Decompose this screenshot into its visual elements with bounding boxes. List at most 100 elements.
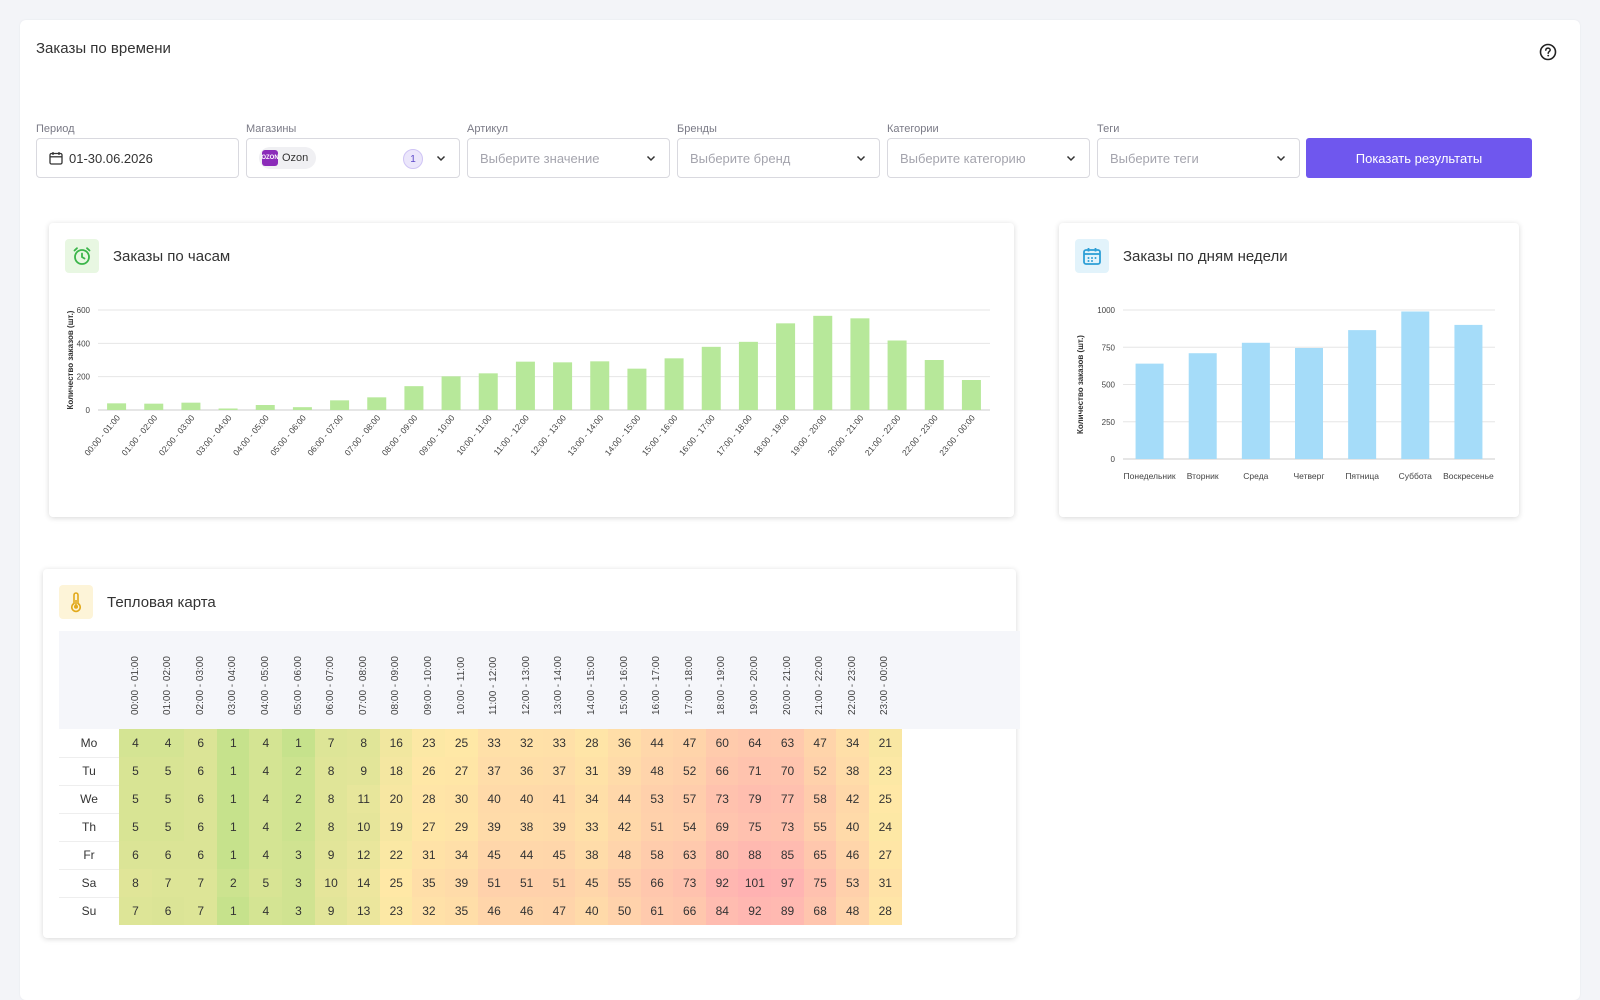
heatmap-cell: 6 <box>119 841 152 869</box>
x-tick-label: 01:00 - 02:00 <box>119 413 159 458</box>
x-tick-label: 12:00 - 13:00 <box>528 413 568 458</box>
x-tick-label: 15:00 - 16:00 <box>640 413 680 458</box>
heatmap-cell: 5 <box>119 757 152 785</box>
bar <box>1348 330 1377 459</box>
heatmap-cell: 29 <box>445 813 478 841</box>
sku-placeholder: Выберите значение <box>480 150 600 166</box>
bar <box>887 340 907 410</box>
heatmap-cell: 5 <box>249 869 283 897</box>
heatmap-cell: 101 <box>738 869 772 897</box>
bar <box>330 400 350 410</box>
bar <box>813 315 833 410</box>
heatmap-cell: 16 <box>379 729 413 757</box>
heatmap-column-header: 23:00 - 00:00 <box>869 631 902 729</box>
heatmap-cell: 8 <box>314 757 348 785</box>
x-tick-label: 09:00 - 10:00 <box>417 413 457 458</box>
categories-select[interactable]: Выберите категорию <box>887 138 1090 178</box>
heatmap-cell: 92 <box>738 897 772 925</box>
heatmap-cell: 31 <box>868 869 902 897</box>
heatmap-cell: 47 <box>542 897 576 925</box>
row-divider <box>59 869 119 870</box>
heatmap-column-label: 04:00 - 05:00 <box>259 656 271 715</box>
heatmap-cell: 37 <box>542 757 576 785</box>
heatmap-cell: 3 <box>282 897 315 925</box>
stores-label: Магазины <box>246 123 297 135</box>
heatmap-column-header: 00:00 - 01:00 <box>119 631 152 729</box>
y-axis-label: Количество заказов (шт.) <box>1076 335 1085 434</box>
heatmap-cell: 73 <box>673 869 707 897</box>
heatmap-column-label: 09:00 - 10:00 <box>422 656 434 715</box>
store-tag-ozon[interactable]: OZON Ozon <box>259 147 317 169</box>
heatmap-cell: 23 <box>412 729 446 757</box>
heatmap-cell: 4 <box>249 841 283 869</box>
heatmap-cell: 10 <box>347 813 381 841</box>
heatmap-cell: 88 <box>738 841 772 869</box>
show-results-button[interactable]: Показать результаты <box>1306 138 1532 178</box>
heatmap-column-header: 12:00 - 13:00 <box>510 631 543 729</box>
bar <box>441 376 461 410</box>
heatmap-cell: 2 <box>282 757 315 785</box>
y-tick-label: 250 <box>1102 418 1116 427</box>
heatmap-column-header: 05:00 - 06:00 <box>282 631 315 729</box>
period-picker[interactable]: 01-30.06.2026 <box>36 138 239 178</box>
heatmap-cell: 1 <box>216 729 250 757</box>
heatmap-cell: 8 <box>314 813 348 841</box>
heatmap-cell: 35 <box>412 869 446 897</box>
heatmap-cell: 52 <box>673 757 707 785</box>
bar <box>553 362 573 410</box>
heatmap-cell: 40 <box>510 785 544 813</box>
heatmap-cell: 4 <box>249 785 283 813</box>
heatmap-cell: 58 <box>803 785 837 813</box>
heatmap-cell: 71 <box>738 757 772 785</box>
brands-select[interactable]: Выберите бренд <box>677 138 880 178</box>
heatmap-cell: 6 <box>184 757 218 785</box>
row-divider <box>59 841 119 842</box>
heatmap-row: Th 5 5 6 1 4 2 8 10 19 27 29 39 38 39 33 42 51 54 69 75 73 55 4… <box>59 813 902 841</box>
heatmap-card-title: Тепловая карта <box>107 593 216 611</box>
x-tick-label: Воскресенье <box>1443 471 1494 481</box>
sku-select[interactable]: Выберите значение <box>467 138 670 178</box>
heatmap-cell: 46 <box>510 897 544 925</box>
heatmap-cell: 51 <box>640 813 674 841</box>
heatmap-column-label: 00:00 - 01:00 <box>129 656 141 715</box>
heatmap-column-label: 16:00 - 17:00 <box>651 656 663 715</box>
row-divider <box>59 785 119 786</box>
heatmap-cell: 55 <box>608 869 641 897</box>
heatmap-row-label: Su <box>81 904 97 918</box>
x-tick-label: 22:00 - 23:00 <box>900 413 940 458</box>
bar <box>850 318 870 410</box>
heatmap-cell: 60 <box>705 729 739 757</box>
heatmap-cell: 24 <box>868 813 902 841</box>
heatmap-cell: 1 <box>282 729 315 757</box>
bar <box>292 407 312 410</box>
stores-select[interactable]: OZON Ozon 1 <box>246 138 460 178</box>
bar <box>664 358 684 410</box>
categories-placeholder: Выберите категорию <box>900 150 1026 166</box>
heatmap-column-header: 22:00 - 23:00 <box>836 631 869 729</box>
tags-label: Теги <box>1097 123 1120 135</box>
tags-select[interactable]: Выберите теги <box>1097 138 1300 178</box>
heatmap-column-header: 03:00 - 04:00 <box>217 631 250 729</box>
heatmap-cell: 33 <box>542 729 576 757</box>
x-tick-label: 07:00 - 08:00 <box>342 413 382 458</box>
bar <box>924 360 944 410</box>
bar <box>701 346 721 410</box>
heatmap-cell: 33 <box>477 729 511 757</box>
heatmap-cell: 28 <box>868 897 902 925</box>
heatmap-cell: 25 <box>445 729 478 757</box>
help-icon[interactable] <box>1539 43 1557 61</box>
heatmap-cell: 6 <box>184 841 218 869</box>
alarm-clock-icon <box>65 239 99 273</box>
heatmap-cell: 70 <box>771 757 804 785</box>
heatmap-column-label: 19:00 - 20:00 <box>748 656 760 715</box>
heatmap-cell: 5 <box>151 813 185 841</box>
heatmap-cell: 14 <box>347 869 381 897</box>
y-tick-label: 0 <box>86 406 91 415</box>
heatmap-column-header: 15:00 - 16:00 <box>608 631 641 729</box>
heatmap-cell: 65 <box>803 841 837 869</box>
heatmap-cell: 75 <box>738 813 772 841</box>
heatmap-cell: 4 <box>249 897 283 925</box>
heatmap-row: Su 7 6 7 1 4 3 9 13 23 32 35 46 46 47 40 50 61 66 84 92 89 68 4… <box>59 897 902 925</box>
heatmap-cell: 92 <box>705 869 739 897</box>
heatmap-column-header: 17:00 - 18:00 <box>673 631 706 729</box>
